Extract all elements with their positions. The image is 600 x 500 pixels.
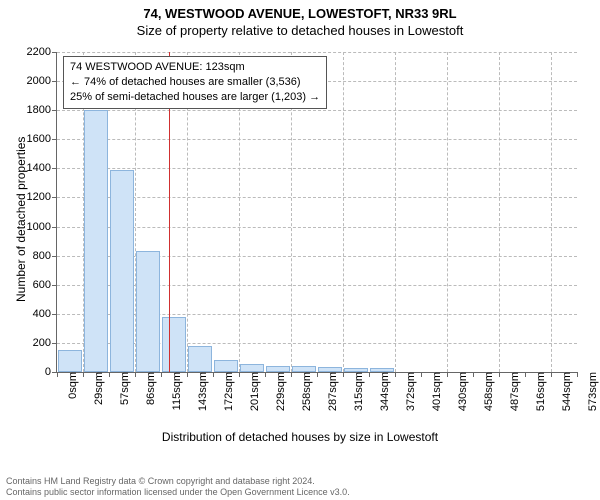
y-tick-label: 600: [33, 279, 57, 291]
x-tick: [83, 372, 84, 377]
x-tick: [499, 372, 500, 377]
x-tick: [213, 372, 214, 377]
x-tick-label: 487sqm: [503, 372, 521, 411]
info-line-property: 74 WESTWOOD AVENUE: 123sqm: [70, 60, 320, 75]
histogram-bar: [240, 364, 265, 372]
histogram-bar: [136, 251, 161, 372]
x-tick-label: 86sqm: [139, 372, 157, 405]
chart-container: Number of detached properties 0200400600…: [0, 42, 600, 462]
x-tick-label: 344sqm: [373, 372, 391, 411]
x-tick: [369, 372, 370, 377]
x-tick-label: 372sqm: [399, 372, 417, 411]
x-tick-label: 201sqm: [243, 372, 261, 411]
x-tick: [161, 372, 162, 377]
y-tick-label: 1000: [27, 221, 57, 233]
x-tick: [395, 372, 396, 377]
x-tick-label: 430sqm: [451, 372, 469, 411]
x-tick-label: 315sqm: [347, 372, 365, 411]
x-tick: [291, 372, 292, 377]
x-tick-label: 516sqm: [529, 372, 547, 411]
histogram-bar: [162, 317, 187, 372]
x-tick-label: 229sqm: [269, 372, 287, 411]
grid-line-v: [499, 52, 500, 372]
x-tick-label: 115sqm: [165, 372, 183, 410]
histogram-bar: [370, 368, 395, 372]
histogram-bar: [292, 366, 317, 372]
histogram-bar: [318, 367, 343, 372]
y-tick-label: 2000: [27, 75, 57, 87]
x-axis-label: Distribution of detached houses by size …: [0, 430, 600, 444]
attribution-footer: Contains HM Land Registry data © Crown c…: [6, 476, 350, 498]
x-tick: [187, 372, 188, 377]
y-tick-label: 0: [45, 366, 57, 378]
histogram-bar: [266, 366, 291, 372]
x-tick-label: 143sqm: [191, 372, 209, 411]
x-tick: [473, 372, 474, 377]
x-tick-label: 573sqm: [581, 372, 599, 411]
chart-subtitle: Size of property relative to detached ho…: [0, 21, 600, 42]
x-tick: [265, 372, 266, 377]
x-tick-label: 458sqm: [477, 372, 495, 411]
x-tick: [109, 372, 110, 377]
grid-line-v: [551, 52, 552, 372]
y-tick-label: 200: [33, 337, 57, 349]
x-tick: [343, 372, 344, 377]
grid-line-v: [343, 52, 344, 372]
y-tick-label: 1800: [27, 104, 57, 116]
info-line-larger: 25% of semi-detached houses are larger (…: [70, 90, 320, 105]
histogram-bar: [58, 350, 83, 372]
x-tick: [421, 372, 422, 377]
y-tick-label: 1400: [27, 162, 57, 174]
footer-line-2: Contains public sector information licen…: [6, 487, 350, 498]
x-tick: [239, 372, 240, 377]
plot-area: 0200400600800100012001400160018002000220…: [56, 52, 577, 373]
x-tick: [551, 372, 552, 377]
x-tick: [57, 372, 58, 377]
grid-line-v: [447, 52, 448, 372]
x-tick-label: 401sqm: [425, 372, 443, 411]
x-tick: [447, 372, 448, 377]
y-tick-label: 1200: [27, 191, 57, 203]
y-tick-label: 400: [33, 308, 57, 320]
y-tick-label: 800: [33, 250, 57, 262]
histogram-bar: [214, 360, 239, 372]
footer-line-1: Contains HM Land Registry data © Crown c…: [6, 476, 350, 487]
x-tick-label: 29sqm: [87, 372, 105, 405]
x-tick-label: 57sqm: [113, 372, 131, 405]
grid-line-v: [395, 52, 396, 372]
x-tick: [135, 372, 136, 377]
info-line-smaller: ← 74% of detached houses are smaller (3,…: [70, 75, 320, 90]
x-tick-label: 544sqm: [555, 372, 573, 411]
x-tick: [577, 372, 578, 377]
x-tick-label: 0sqm: [61, 372, 79, 399]
page-title: 74, WESTWOOD AVENUE, LOWESTOFT, NR33 9RL: [0, 0, 600, 21]
y-tick-label: 1600: [27, 133, 57, 145]
histogram-bar: [84, 110, 109, 372]
x-tick-label: 258sqm: [295, 372, 313, 411]
x-tick-label: 172sqm: [217, 372, 235, 411]
histogram-bar: [344, 368, 369, 372]
histogram-bar: [188, 346, 213, 372]
y-tick-label: 2200: [27, 46, 57, 58]
x-tick-label: 287sqm: [321, 372, 339, 411]
x-tick: [317, 372, 318, 377]
chart-info-box: 74 WESTWOOD AVENUE: 123sqm ← 74% of deta…: [63, 56, 327, 109]
histogram-bar: [110, 170, 135, 372]
x-tick: [525, 372, 526, 377]
